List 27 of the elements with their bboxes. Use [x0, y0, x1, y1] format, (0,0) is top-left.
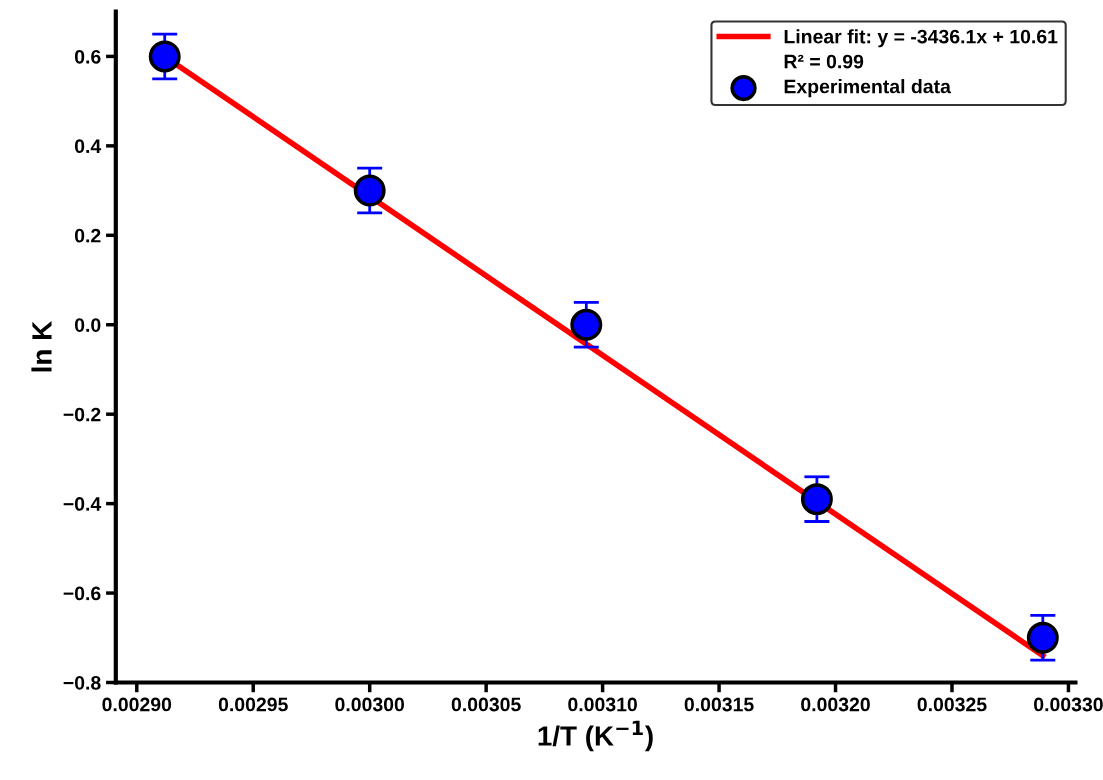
y-tick-label: 0.0: [74, 318, 101, 332]
x-tick-label: 0.00310: [568, 697, 637, 712]
x-tick-label: 0.00295: [218, 697, 288, 712]
x-tick-label: 0.00290: [102, 697, 172, 712]
legend-label: Linear fit: y = -3436.1x + 10.61: [784, 29, 1058, 48]
annotation: R² = 0.99: [784, 54, 864, 69]
y-tick-label: 0.6: [74, 49, 101, 64]
x-tick-label: 0.00325: [917, 697, 987, 712]
x-tick-label: 0.00320: [801, 697, 870, 712]
x-tick-label: 0.00315: [684, 697, 754, 712]
point: [570, 308, 603, 341]
y-tick-label: −0.8: [63, 675, 101, 690]
y-axis-title: ln K: [31, 321, 52, 372]
x-tick-label: 0.00305: [451, 697, 521, 712]
point: [800, 483, 833, 516]
point: [148, 40, 181, 73]
y-tick-label: 0.2: [74, 228, 101, 243]
x-tick-label: 0.00330: [1034, 697, 1103, 712]
x-tick-label: 0.00300: [335, 697, 405, 712]
y-tick-label: −0.4: [63, 497, 102, 511]
point: [1026, 621, 1059, 654]
y-tick-label: −0.6: [63, 586, 101, 601]
point: [353, 174, 386, 207]
x-axis-title: 1/T (K$^{−1}$): [538, 720, 653, 752]
y-tick-label: −0.2: [63, 407, 101, 422]
y-tick-label: 0.4: [74, 139, 102, 154]
legend-label: Experimental data: [784, 79, 952, 98]
